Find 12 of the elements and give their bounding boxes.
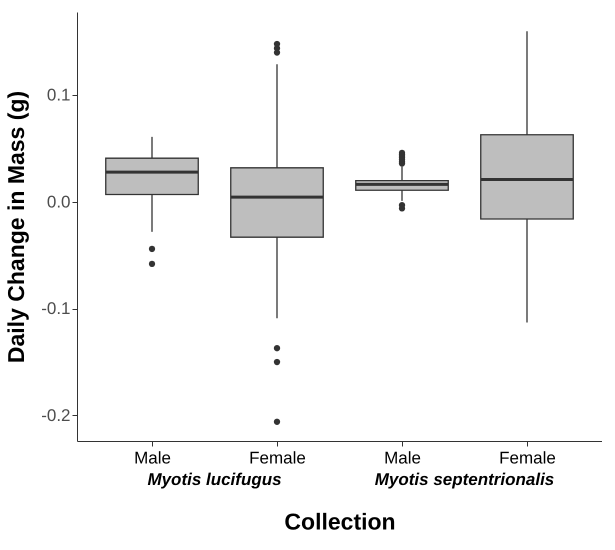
x-tick-label: Male	[384, 448, 421, 468]
text: Myotis septentrionalis	[374, 470, 554, 489]
x-tick-label: Female	[499, 448, 556, 468]
x-tick-label: Female	[249, 448, 306, 468]
x-tick-label: Male	[134, 448, 171, 468]
x-axis-title: Collection	[284, 508, 396, 534]
text: Myotis lucifugus	[147, 470, 282, 489]
y-axis-title: Daily Change in Mass (g)	[3, 90, 30, 364]
y-tick-label: -0.1	[41, 299, 70, 318]
y-tick-label: 0.0	[46, 192, 70, 212]
y-tick-label: 0.1	[46, 86, 70, 105]
y-tick-label: -0.2	[41, 406, 70, 425]
